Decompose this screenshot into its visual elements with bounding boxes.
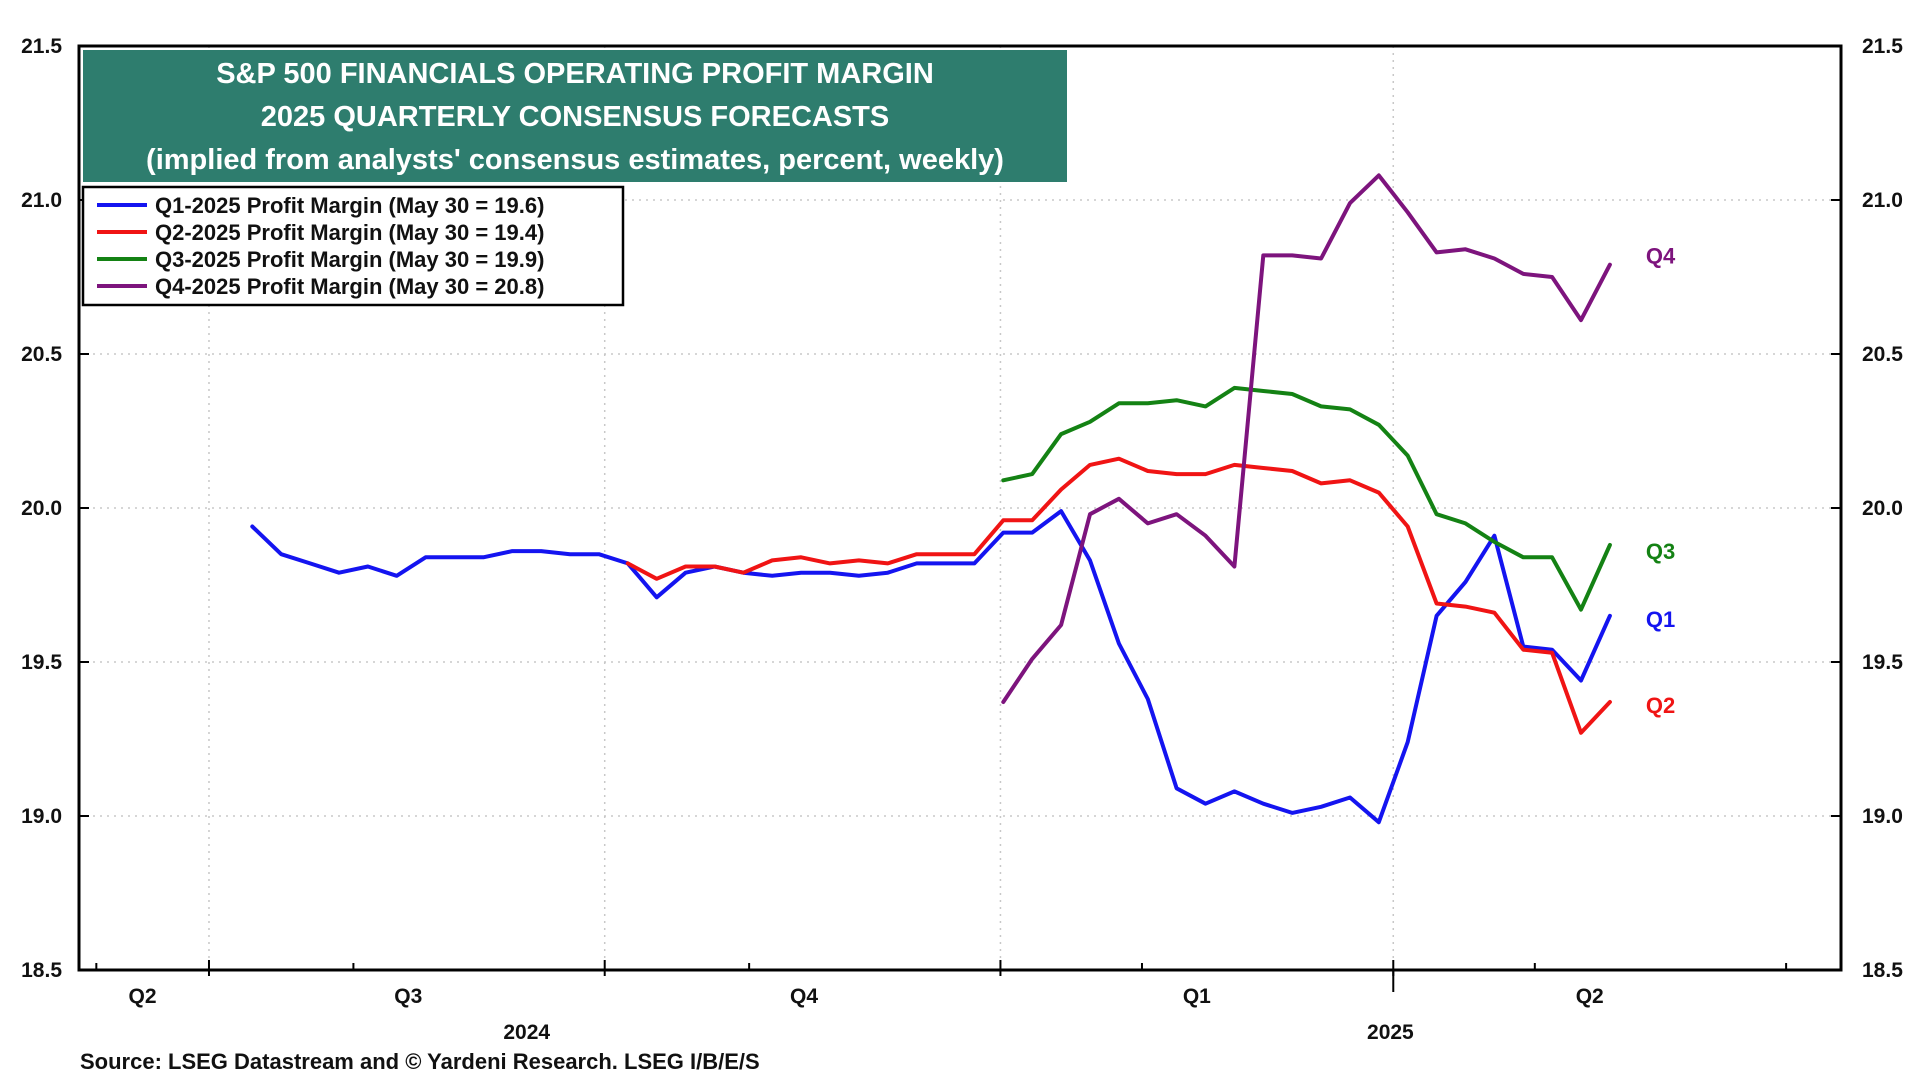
end-label-q1: Q1 — [1646, 607, 1675, 632]
legend-label-q2: Q2-2025 Profit Margin (May 30 = 19.4) — [155, 220, 544, 245]
chart-title-line-2: 2025 QUARTERLY CONSENSUS FORECASTS — [261, 101, 889, 133]
series-line-q4 — [1001, 173, 1612, 704]
y-tick-label-left: 20.0 — [21, 497, 62, 520]
y-tick-label-left: 21.0 — [21, 189, 62, 212]
end-label-q4: Q4 — [1646, 243, 1676, 268]
x-quarter-label: Q4 — [790, 985, 818, 1008]
x-year-label: 2025 — [1367, 1021, 1414, 1044]
end-label-q3: Q3 — [1646, 539, 1675, 564]
axes: 21.5 21.5 21.0 21.0 20.5 20.5 20.0 20.0 19.5 19.5… — [21, 35, 1903, 1044]
end-label-q2: Q2 — [1646, 693, 1675, 718]
legend: Q1-2025 Profit Margin (May 30 = 19.6) Q2… — [81, 185, 625, 307]
plot-frame — [77, 44, 1843, 972]
y-tick-label-right: 20.5 — [1862, 343, 1903, 366]
y-tick-label-left: 18.5 — [21, 959, 62, 982]
x-quarter-label: Q3 — [394, 985, 422, 1008]
y-tick-label-left: 20.5 — [21, 343, 62, 366]
legend-box — [81, 185, 625, 307]
y-tick-label-right: 19.0 — [1862, 805, 1903, 828]
source-note: Source: LSEG Datastream and © Yardeni Re… — [80, 1049, 760, 1074]
y-tick-label-right: 20.0 — [1862, 497, 1903, 520]
y-tick-label-right: 21.0 — [1862, 189, 1903, 212]
y-tick-label-right: 18.5 — [1862, 959, 1903, 982]
x-quarter-label: Q2 — [1576, 985, 1604, 1008]
series-end-labels: Q4 Q3 Q1 Q2 — [1646, 243, 1676, 718]
legend-label-q1: Q1-2025 Profit Margin (May 30 = 19.6) — [155, 193, 544, 218]
y-tick-label-left: 21.5 — [21, 35, 62, 58]
legend-label-q3: Q3-2025 Profit Margin (May 30 = 19.9) — [155, 247, 544, 272]
y-tick-label-left: 19.5 — [21, 651, 62, 674]
series-line-q3 — [1001, 385, 1612, 612]
series-line-q1 — [250, 509, 1612, 825]
y-tick-label-left: 19.0 — [21, 805, 62, 828]
x-quarter-label: Q2 — [129, 985, 157, 1008]
legend-label-q4: Q4-2025 Profit Margin (May 30 = 20.8) — [155, 274, 544, 299]
gridlines — [79, 46, 1841, 970]
title-box: S&P 500 FINANCIALS OPERATING PROFIT MARG… — [83, 50, 1067, 182]
chart-title-line-3: (implied from analysts' consensus estima… — [146, 144, 1004, 176]
y-tick-label-right: 21.5 — [1862, 35, 1903, 58]
title-background — [83, 50, 1067, 182]
x-quarter-label: Q1 — [1183, 985, 1211, 1008]
chart-title-line-1: S&P 500 FINANCIALS OPERATING PROFIT MARG… — [216, 58, 934, 90]
series-line-q2 — [625, 456, 1612, 735]
x-year-label: 2024 — [503, 1021, 550, 1044]
series-lines — [250, 173, 1612, 825]
y-tick-label-right: 19.5 — [1862, 651, 1903, 674]
